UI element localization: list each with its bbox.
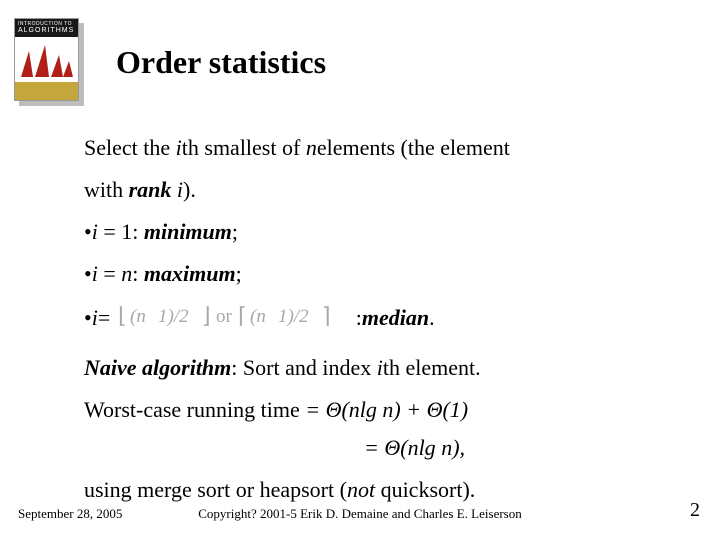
footer-page-number: 2 xyxy=(690,499,700,522)
worst-case-line-2: = Θ(nlg n), xyxy=(84,434,644,462)
worst-case-line-1: Worst-case running time = Θ(nlg n) + Θ(1… xyxy=(84,396,644,424)
svg-text:⌈: ⌈ xyxy=(238,303,247,328)
svg-text:or: or xyxy=(216,306,233,327)
naive-line: Naive algorithm: Sort and index ith elem… xyxy=(84,354,644,382)
bullet-3: •i= ⌊ (n 1)/2 ⌋ or ⌈ (n 1)/2 ⌉ :median. xyxy=(84,303,644,336)
svg-text:⌋: ⌋ xyxy=(202,303,211,328)
bullet-1: •i = 1: minimum; xyxy=(84,218,644,246)
book-cover-icon: INTRODUCTION TO ALGORITHMS xyxy=(14,18,84,106)
svg-text:⌉: ⌉ xyxy=(322,303,331,328)
svg-text:(n: (n xyxy=(250,306,266,327)
book-art-icon xyxy=(15,37,80,84)
slide-title: Order statistics xyxy=(116,44,326,81)
body-line-2: with rank i). xyxy=(84,176,644,204)
body-line-1: Select the ith smallest of nelements (th… xyxy=(84,134,644,162)
svg-text:⌊: ⌊ xyxy=(118,303,127,328)
closing-line: using merge sort or heapsort (not quicks… xyxy=(84,476,644,504)
footer-copyright: Copyright? 2001-5 Erik D. Demaine and Ch… xyxy=(0,506,720,522)
median-formula-icon: ⌊ (n 1)/2 ⌋ or ⌈ (n 1)/2 ⌉ xyxy=(116,303,356,336)
svg-text:1)/2: 1)/2 xyxy=(158,306,189,327)
svg-text:(n: (n xyxy=(130,306,146,327)
slide-body: Select the ith smallest of nelements (th… xyxy=(84,134,644,504)
bullet-2: •i = n: maximum; xyxy=(84,260,644,288)
svg-text:1)/2: 1)/2 xyxy=(278,306,309,327)
book-top-big: ALGORITHMS xyxy=(18,27,75,34)
